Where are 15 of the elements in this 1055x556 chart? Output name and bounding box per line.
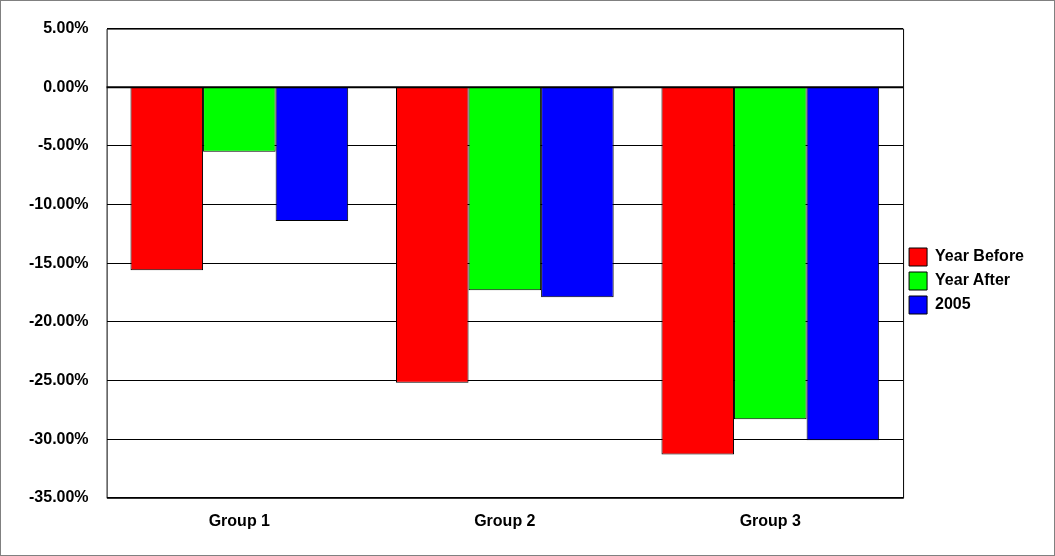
x-tick-label: Group 1 [208, 511, 271, 529]
y-tick-label: -20.00% [29, 312, 89, 330]
y-tick-label: -5.00% [37, 136, 89, 154]
y-tick-label: -15.00% [29, 253, 89, 271]
y-tick-label: -35.00% [29, 488, 89, 506]
y-tick-label: -30.00% [29, 429, 89, 447]
legend-label: Year Before [935, 247, 1025, 265]
x-tick-label: Group 2 [474, 511, 536, 529]
y-tick-label: 5.00% [43, 19, 89, 37]
legend-label: Year After [935, 271, 1011, 289]
y-tick-label: -10.00% [29, 194, 89, 212]
legend-label: 2005 [935, 295, 971, 313]
y-tick-label: -25.00% [29, 370, 89, 388]
x-tick-label: Group 3 [739, 511, 802, 529]
y-tick-label: 0.00% [43, 77, 89, 95]
